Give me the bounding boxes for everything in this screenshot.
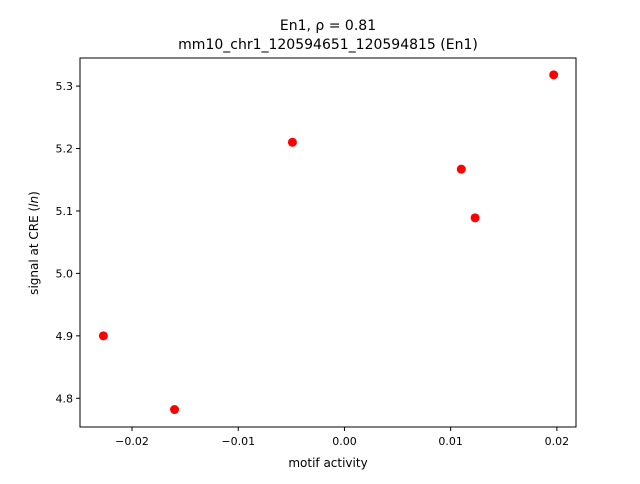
y-axis-label-suffix: ) bbox=[27, 191, 41, 196]
y-tick-label: 4.8 bbox=[56, 392, 74, 405]
x-tick-label: 0.00 bbox=[332, 435, 357, 448]
y-tick-label: 5.1 bbox=[56, 205, 74, 218]
y-tick-label: 5.3 bbox=[56, 80, 74, 93]
data-point bbox=[287, 137, 297, 147]
y-axis-label-italic: ln bbox=[27, 196, 41, 207]
chart-title-line1: En1, ρ = 0.81 bbox=[280, 18, 376, 34]
y-axis-label-prefix: signal at CRE ( bbox=[27, 207, 41, 295]
x-tick-label: −0.02 bbox=[115, 435, 149, 448]
axes-frame bbox=[79, 57, 577, 428]
x-tick-label: −0.01 bbox=[221, 435, 255, 448]
data-point bbox=[470, 213, 480, 223]
y-tick-label: 5.0 bbox=[56, 267, 74, 280]
x-tick-label: 0.01 bbox=[438, 435, 463, 448]
x-tick-label: 0.02 bbox=[545, 435, 570, 448]
data-point bbox=[98, 331, 108, 341]
data-points bbox=[98, 70, 559, 415]
x-axis-label: motif activity bbox=[288, 456, 367, 470]
y-tick-label: 5.2 bbox=[56, 143, 74, 156]
axes: −0.02 −0.01 0.00 0.01 0.02 4.8 4.9 5.0 5.1 5.2 5.3 bbox=[56, 57, 577, 448]
y-tick-label: 4.9 bbox=[56, 330, 74, 343]
chart-title-line2: mm10_chr1_120594651_120594815 (En1) bbox=[178, 37, 478, 53]
y-axis-label: signal at CRE (ln) bbox=[27, 191, 41, 295]
data-point bbox=[170, 405, 180, 415]
data-point bbox=[456, 164, 466, 174]
data-point bbox=[549, 70, 559, 80]
